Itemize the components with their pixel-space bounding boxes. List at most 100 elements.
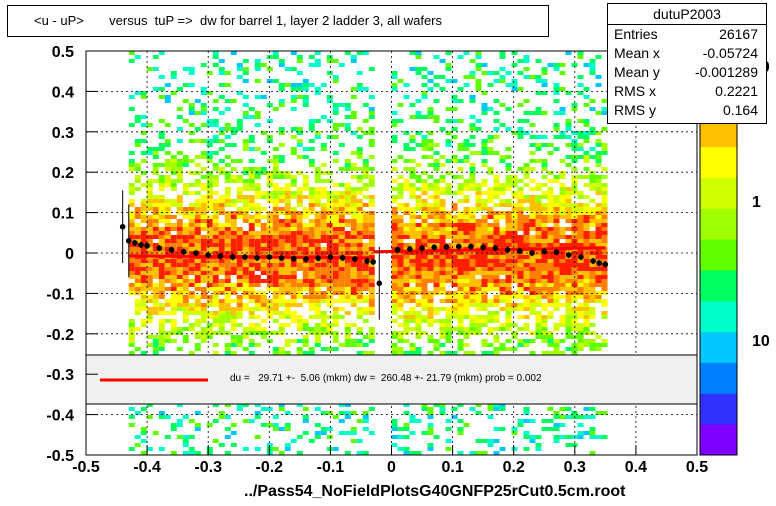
heatmap-cell bbox=[218, 323, 225, 327]
heatmap-cell bbox=[326, 211, 333, 215]
heatmap-cell bbox=[445, 271, 452, 275]
heatmap-cell bbox=[553, 435, 560, 439]
heatmap-cell bbox=[278, 171, 285, 175]
heatmap-cell bbox=[164, 243, 171, 247]
heatmap-cell bbox=[338, 263, 345, 267]
heatmap-cell bbox=[529, 295, 536, 299]
heatmap-cell bbox=[170, 91, 177, 95]
heatmap-cell bbox=[176, 171, 183, 175]
heatmap-cell bbox=[296, 55, 303, 59]
heatmap-cell bbox=[206, 199, 213, 203]
heatmap-cell bbox=[493, 175, 500, 179]
heatmap-cell bbox=[403, 351, 410, 355]
heatmap-cell bbox=[320, 115, 327, 119]
heatmap-cell bbox=[146, 287, 153, 291]
heatmap-cell bbox=[224, 435, 231, 439]
heatmap-cell bbox=[589, 239, 596, 243]
heatmap-cell bbox=[517, 291, 524, 295]
heatmap-cell bbox=[523, 195, 530, 199]
heatmap-cell bbox=[128, 187, 135, 191]
heatmap-cell bbox=[176, 127, 183, 131]
heatmap-cell bbox=[314, 303, 321, 307]
heatmap-cell bbox=[493, 275, 500, 279]
x-tick-label: 0.2 bbox=[503, 459, 525, 476]
heatmap-cell bbox=[140, 299, 147, 303]
x-tick-label: 0.4 bbox=[625, 459, 647, 476]
heatmap-cell bbox=[278, 331, 285, 335]
heatmap-cell bbox=[146, 191, 153, 195]
heatmap-cell bbox=[176, 175, 183, 179]
heatmap-cell bbox=[493, 283, 500, 287]
heatmap-cell bbox=[200, 91, 207, 95]
heatmap-cell bbox=[218, 271, 225, 275]
heatmap-cell bbox=[368, 283, 375, 287]
heatmap-cell bbox=[338, 183, 345, 187]
heatmap-cell bbox=[541, 319, 548, 323]
heatmap-cell bbox=[242, 243, 249, 247]
heatmap-cell bbox=[577, 135, 584, 139]
heatmap-cell bbox=[230, 283, 237, 287]
heatmap-cell bbox=[601, 235, 608, 239]
heatmap-cell bbox=[344, 295, 351, 299]
heatmap-cell bbox=[589, 311, 596, 315]
heatmap-cell bbox=[320, 275, 327, 279]
heatmap-cell bbox=[200, 139, 207, 143]
heatmap-cell bbox=[541, 159, 548, 163]
heatmap-cell bbox=[194, 283, 201, 287]
heatmap-cell bbox=[487, 139, 494, 143]
heatmap-cell bbox=[356, 279, 363, 283]
heatmap-cell bbox=[541, 427, 548, 431]
heatmap-cell bbox=[451, 275, 458, 279]
heatmap-cell bbox=[344, 167, 351, 171]
heatmap-cell bbox=[601, 147, 608, 151]
heatmap-cell bbox=[541, 331, 548, 335]
heatmap-cell bbox=[505, 279, 512, 283]
heatmap-cell bbox=[565, 331, 572, 335]
heatmap-cell bbox=[350, 263, 357, 267]
heatmap-cell bbox=[427, 147, 434, 151]
heatmap-cell bbox=[158, 263, 165, 267]
heatmap-cell bbox=[218, 443, 225, 447]
heatmap-cell bbox=[200, 239, 207, 243]
heatmap-cell bbox=[427, 115, 434, 119]
heatmap-cell bbox=[577, 83, 584, 87]
heatmap-cell bbox=[571, 63, 578, 67]
heatmap-cell bbox=[302, 227, 309, 231]
heatmap-cell bbox=[547, 267, 554, 271]
heatmap-cell bbox=[230, 51, 237, 55]
heatmap-cell bbox=[260, 259, 267, 263]
heatmap-cell bbox=[415, 215, 422, 219]
heatmap-cell bbox=[445, 215, 452, 219]
heatmap-cell bbox=[565, 259, 572, 263]
heatmap-cell bbox=[128, 203, 135, 207]
colorbar-cell bbox=[700, 424, 737, 456]
heatmap-cell bbox=[320, 427, 327, 431]
heatmap-cell bbox=[296, 315, 303, 319]
heatmap-cell bbox=[403, 263, 410, 267]
heatmap-cell bbox=[338, 215, 345, 219]
heatmap-cell bbox=[583, 195, 590, 199]
heatmap-cell bbox=[517, 195, 524, 199]
heatmap-cell bbox=[397, 215, 404, 219]
heatmap-cell bbox=[451, 283, 458, 287]
heatmap-cell bbox=[547, 171, 554, 175]
heatmap-cell bbox=[565, 415, 572, 419]
heatmap-cell bbox=[427, 323, 434, 327]
heatmap-cell bbox=[218, 71, 225, 75]
heatmap-cell bbox=[260, 407, 267, 411]
heatmap-cell bbox=[529, 307, 536, 311]
heatmap-cell bbox=[397, 195, 404, 199]
heatmap-cell bbox=[397, 271, 404, 275]
heatmap-cell bbox=[314, 167, 321, 171]
heatmap-cell bbox=[158, 307, 165, 311]
heatmap-cell bbox=[242, 211, 249, 215]
heatmap-cell bbox=[248, 267, 255, 271]
heatmap-cell bbox=[589, 347, 596, 351]
heatmap-cell bbox=[320, 211, 327, 215]
heatmap-cell bbox=[529, 283, 536, 287]
heatmap-cell bbox=[158, 183, 165, 187]
heatmap-cell bbox=[206, 239, 213, 243]
profile-point bbox=[266, 254, 273, 260]
heatmap-cell bbox=[553, 423, 560, 427]
heatmap-cell bbox=[433, 159, 440, 163]
